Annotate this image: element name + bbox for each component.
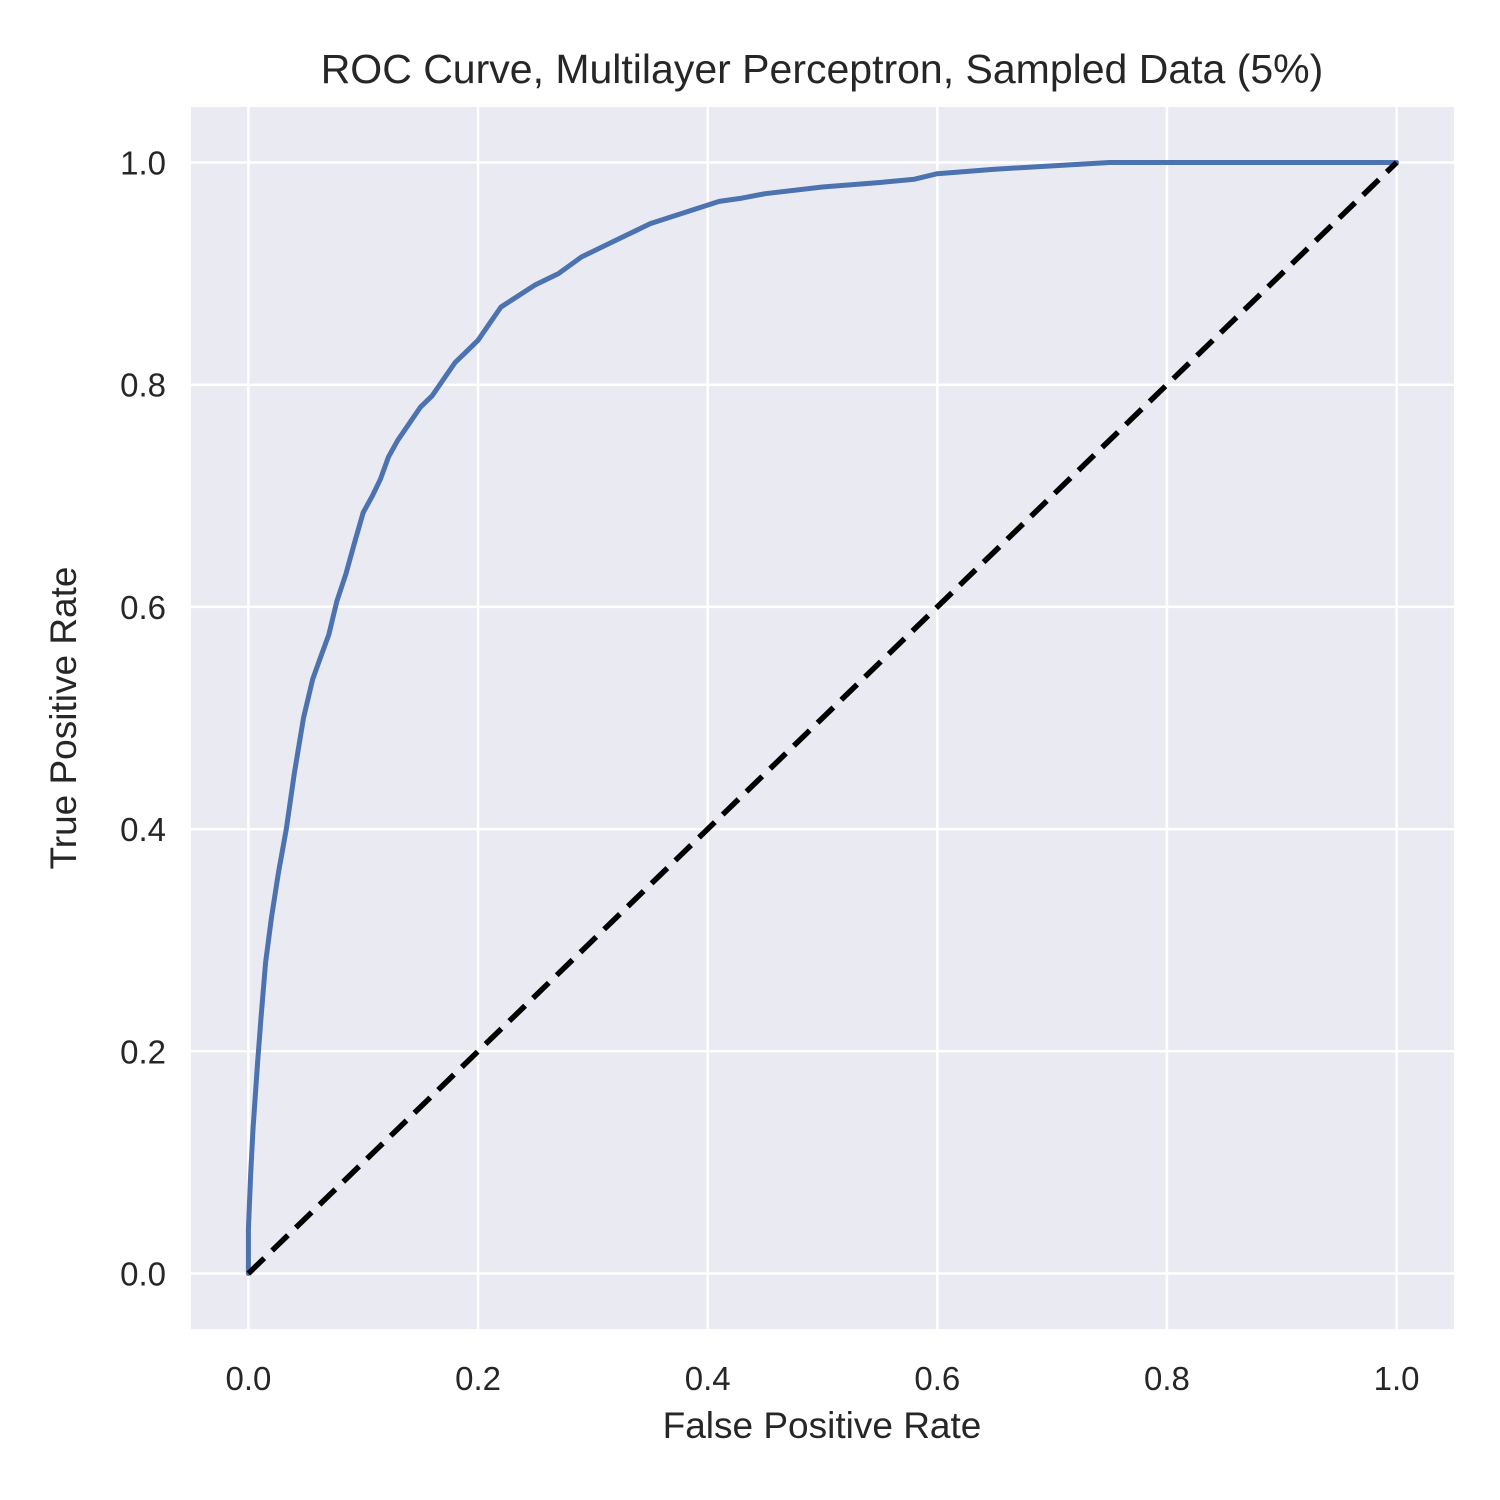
x-tick-label: 0.4 xyxy=(685,1360,731,1397)
roc-curve-line xyxy=(245,160,1400,1276)
y-tick-label: 0.4 xyxy=(120,811,166,848)
y-tick-label: 0.0 xyxy=(120,1255,166,1292)
x-axis-label: False Positive Rate xyxy=(663,1405,982,1446)
chance-diagonal-line xyxy=(246,160,1399,1276)
series xyxy=(245,160,1400,1276)
x-tick-label: 1.0 xyxy=(1374,1360,1420,1397)
y-tick-label: 0.8 xyxy=(120,367,166,404)
chart-title: ROC Curve, Multilayer Perceptron, Sample… xyxy=(321,46,1324,92)
x-tick-label: 0.0 xyxy=(225,1360,271,1397)
x-tick-label: 0.8 xyxy=(1144,1360,1190,1397)
y-axis-label: True Positive Rate xyxy=(43,567,84,870)
x-tick-label: 0.6 xyxy=(914,1360,960,1397)
y-tick-label: 0.2 xyxy=(120,1033,166,1070)
y-tick-label: 1.0 xyxy=(120,145,166,182)
y-tick-label: 0.6 xyxy=(120,589,166,626)
tick-labels: 0.0 0.2 0.4 0.6 0.8 1.0 0.0 0.2 0.4 0.6 0.8 1.0 xyxy=(120,145,1419,1397)
grid xyxy=(191,107,1454,1329)
x-tick-label: 0.2 xyxy=(455,1360,501,1397)
